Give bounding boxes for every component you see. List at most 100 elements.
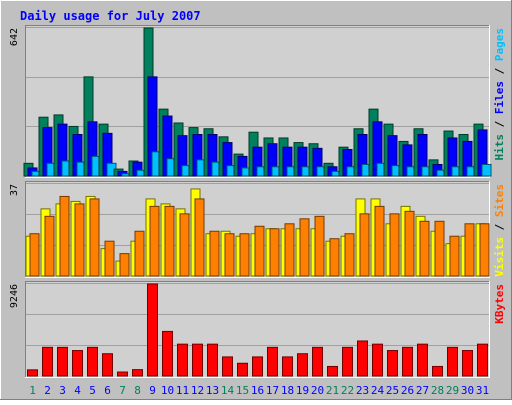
bar-sites-day-9 (149, 205, 160, 277)
bar-sites-day-19 (299, 218, 310, 277)
bar-kbytes-day-10 (162, 330, 173, 377)
bar-kbytes-day-8 (132, 369, 143, 377)
bar-sites-day-16 (254, 225, 265, 277)
bar-kbytes-day-11 (177, 343, 188, 377)
bar-sites-day-26 (404, 210, 415, 277)
bar-sites-day-15 (239, 233, 250, 277)
bar-sites-day-7 (119, 253, 130, 277)
bar-kbytes-day-27 (417, 343, 428, 377)
bar-kbytes-day-23 (357, 340, 368, 377)
bar-kbytes-day-1 (27, 369, 38, 377)
bar-kbytes-day-4 (72, 350, 83, 377)
x-tick-label: 26 (401, 384, 414, 397)
bar-kbytes-day-30 (462, 350, 473, 377)
bar-kbytes-day-19 (297, 353, 308, 377)
bar-sites-day-12 (194, 198, 205, 277)
legend-entry-sites: Sites (493, 184, 506, 217)
bar-kbytes-day-16 (252, 356, 263, 377)
bar-kbytes-day-18 (282, 356, 293, 377)
bar-pages-day-31 (481, 163, 492, 177)
x-tick-label: 17 (266, 384, 279, 397)
bar-sites-day-3 (59, 195, 70, 277)
x-tick-label: 8 (134, 384, 141, 397)
x-tick-label: 3 (59, 384, 66, 397)
x-tick-label: 15 (236, 384, 249, 397)
bar-sites-day-14 (224, 233, 235, 277)
bar-sites-day-21 (329, 238, 340, 277)
bar-sites-day-22 (344, 233, 355, 277)
x-tick-label: 28 (431, 384, 444, 397)
kbytes-panel-legend: KBytes (493, 284, 506, 324)
bar-sites-day-28 (434, 220, 445, 277)
bar-sites-day-27 (419, 220, 430, 277)
x-tick-label: 21 (326, 384, 339, 397)
bar-kbytes-day-13 (207, 343, 218, 377)
bar-sites-day-30 (464, 223, 475, 277)
x-tick-label: 7 (119, 384, 126, 397)
x-tick-label: 10 (161, 384, 174, 397)
bar-kbytes-day-14 (222, 356, 233, 377)
bar-kbytes-day-7 (117, 371, 128, 377)
bar-kbytes-day-24 (372, 343, 383, 377)
x-tick-label: 25 (386, 384, 399, 397)
bar-kbytes-day-17 (267, 346, 278, 377)
bar-sites-day-25 (389, 213, 400, 277)
bar-sites-day-5 (89, 198, 100, 277)
bar-sites-day-13 (209, 230, 220, 277)
bar-sites-day-10 (164, 205, 175, 277)
bar-kbytes-day-28 (432, 365, 443, 377)
x-tick-label: 6 (104, 384, 111, 397)
x-tick-label: 20 (311, 384, 324, 397)
bar-sites-day-1 (29, 233, 40, 277)
bar-sites-day-31 (479, 223, 490, 277)
bar-kbytes-day-6 (102, 353, 113, 377)
x-tick-label: 4 (74, 384, 81, 397)
bar-sites-day-4 (74, 203, 85, 277)
legend-separator: / (493, 217, 506, 237)
x-tick-label: 27 (416, 384, 429, 397)
x-tick-label: 5 (89, 384, 96, 397)
bar-kbytes-day-20 (312, 346, 323, 377)
legend-entry-files: Files (493, 81, 506, 114)
bar-kbytes-day-21 (327, 365, 338, 377)
hits-panel-y-max-label: 642 (9, 28, 20, 46)
bar-sites-day-20 (314, 215, 325, 277)
bar-sites-day-17 (269, 228, 280, 277)
hits-panel-legend: Hits / Files / Pages (493, 28, 506, 161)
bar-kbytes-day-5 (87, 346, 98, 377)
x-tick-label: 30 (461, 384, 474, 397)
bar-kbytes-day-2 (42, 346, 53, 377)
x-tick-label: 24 (371, 384, 385, 397)
x-tick-label: 29 (446, 384, 459, 397)
x-tick-label: 14 (221, 384, 235, 397)
bar-sites-day-6 (104, 240, 115, 277)
x-tick-label: 12 (191, 384, 204, 397)
x-tick-label: 11 (176, 384, 189, 397)
sites-panel-y-max-label: 37 (9, 184, 20, 196)
kbytes-panel-y-max-label: 9246 (9, 284, 20, 308)
bar-kbytes-day-25 (387, 350, 398, 377)
legend-separator: / (493, 61, 506, 81)
bar-sites-day-18 (284, 223, 295, 277)
chart-title: Daily usage for July 2007 (20, 9, 201, 23)
bar-sites-day-24 (374, 205, 385, 277)
bar-sites-day-2 (44, 215, 55, 277)
x-tick-label: 16 (251, 384, 264, 397)
bar-sites-day-11 (179, 213, 190, 277)
legend-entry-pages: Pages (493, 28, 506, 61)
bar-sites-day-29 (449, 235, 460, 277)
bar-kbytes-day-12 (192, 343, 203, 377)
bar-sites-day-23 (359, 213, 370, 277)
x-tick-label: 22 (341, 384, 354, 397)
x-tick-label: 31 (476, 384, 489, 397)
x-tick-label: 1 (29, 384, 36, 397)
bar-kbytes-day-29 (447, 346, 458, 377)
bar-kbytes-day-26 (402, 346, 413, 377)
x-tick-label: 18 (281, 384, 294, 397)
x-tick-label: 2 (44, 384, 51, 397)
legend-entry-kbytes: KBytes (493, 284, 506, 324)
bar-kbytes-day-9 (147, 283, 158, 377)
bar-kbytes-day-15 (237, 362, 248, 377)
